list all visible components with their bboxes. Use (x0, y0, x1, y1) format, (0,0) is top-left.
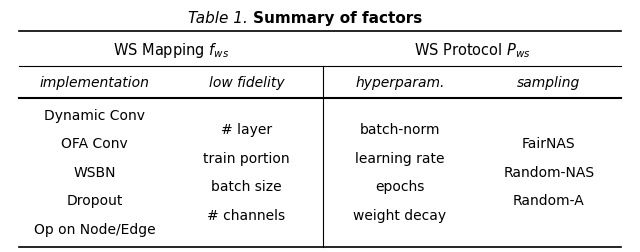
Text: WS Mapping $f_{ws}$: WS Mapping $f_{ws}$ (113, 41, 229, 60)
Text: implementation: implementation (40, 76, 149, 90)
Text: Dynamic Conv: Dynamic Conv (44, 109, 145, 122)
Text: sampling: sampling (517, 76, 580, 90)
Text: Op on Node/Edge: Op on Node/Edge (33, 222, 156, 236)
Text: batch size: batch size (211, 179, 282, 193)
Text: FairNAS: FairNAS (522, 137, 575, 151)
Text: learning rate: learning rate (355, 151, 445, 165)
Text: hyperparam.: hyperparam. (355, 76, 445, 90)
Text: train portion: train portion (203, 151, 290, 165)
Text: # layer: # layer (221, 123, 272, 137)
Text: low fidelity: low fidelity (209, 76, 284, 90)
Text: epochs: epochs (375, 179, 425, 193)
Text: Dropout: Dropout (66, 194, 123, 208)
Text: WS Protocol $P_{ws}$: WS Protocol $P_{ws}$ (413, 41, 531, 60)
Text: Random-NAS: Random-NAS (503, 165, 595, 179)
Text: WSBN: WSBN (73, 165, 116, 179)
Text: # channels: # channels (207, 208, 285, 222)
Text: Summary of factors: Summary of factors (253, 11, 422, 26)
Text: Table 1.: Table 1. (188, 11, 248, 26)
Text: Random-A: Random-A (513, 194, 585, 208)
Text: weight decay: weight decay (353, 208, 447, 222)
Text: batch-norm: batch-norm (360, 123, 440, 137)
Text: OFA Conv: OFA Conv (61, 137, 128, 151)
